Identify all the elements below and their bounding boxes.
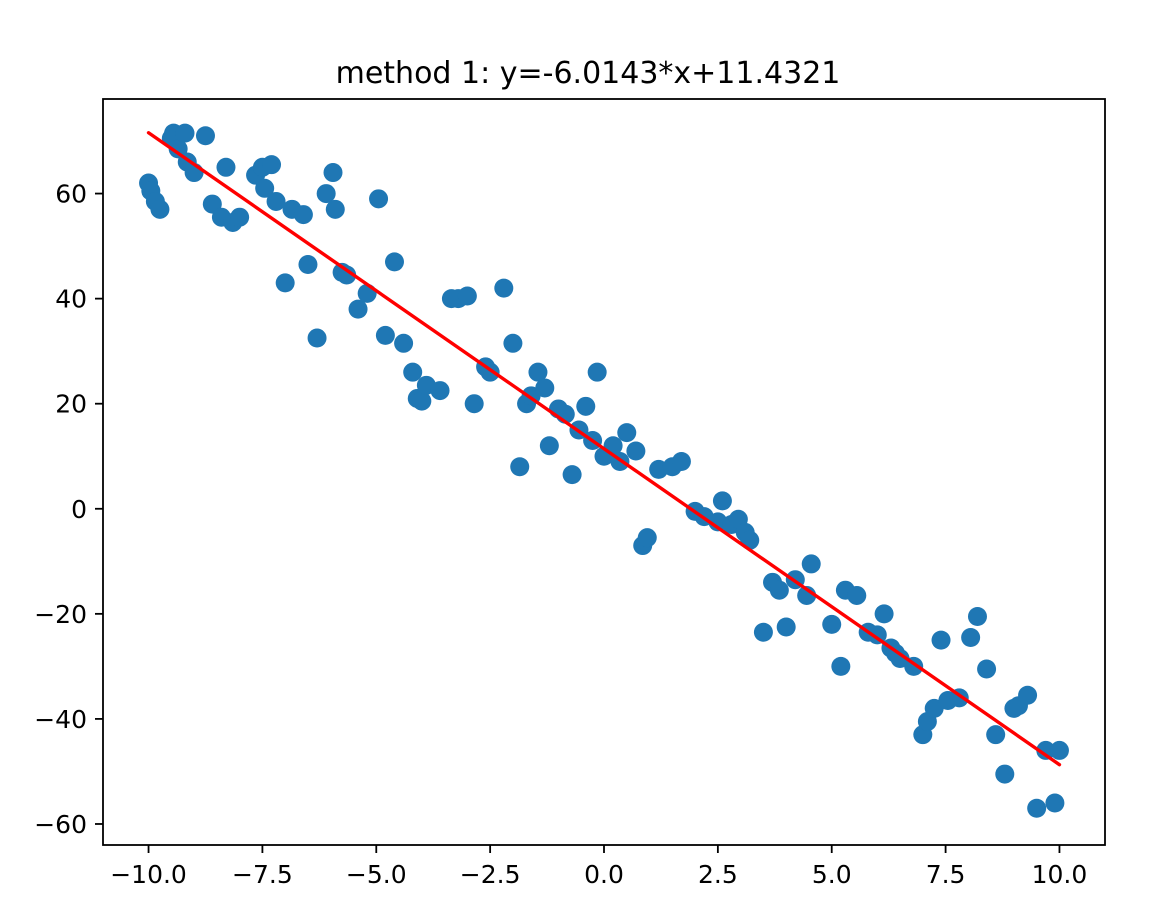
- scatter-point: [977, 659, 997, 679]
- scatter-point: [1045, 793, 1065, 813]
- y-tick-label: −60: [34, 810, 87, 839]
- x-tick-label: 10.0: [1032, 860, 1088, 889]
- x-tick-label: 7.5: [926, 860, 966, 889]
- scatter-point: [753, 622, 773, 642]
- scatter-point: [325, 199, 345, 219]
- scatter-point: [874, 604, 894, 624]
- scatter-point: [316, 184, 336, 204]
- scatter-point: [1027, 798, 1047, 818]
- scatter-point: [831, 656, 851, 676]
- x-tick-label: −5.0: [346, 860, 407, 889]
- scatter-point: [457, 286, 477, 306]
- y-tick-label: 0: [71, 495, 87, 524]
- scatter-point: [255, 178, 275, 198]
- scatter-point: [230, 207, 250, 227]
- scatter-point: [503, 333, 523, 353]
- scatter-point: [617, 423, 637, 443]
- scatter-point: [348, 299, 368, 319]
- scatter-point: [323, 163, 343, 183]
- scatter-point: [847, 585, 867, 605]
- scatter-point: [961, 627, 981, 647]
- scatter-point: [216, 157, 236, 177]
- scatter-point: [266, 191, 286, 211]
- scatter-point: [369, 189, 389, 209]
- scatter-point: [576, 396, 596, 416]
- chart-title: method 1: y=-6.0143*x+11.4321: [335, 56, 841, 91]
- scatter-point: [637, 528, 657, 548]
- y-tick-label: −40: [34, 705, 87, 734]
- y-tick-label: 60: [55, 180, 87, 209]
- scatter-point: [375, 325, 395, 345]
- scatter-point: [769, 580, 789, 600]
- scatter-point: [1018, 685, 1038, 705]
- scatter-point: [494, 278, 514, 298]
- scatter-point: [150, 199, 170, 219]
- scatter-point: [175, 123, 195, 143]
- scatter-point: [430, 381, 450, 401]
- x-tick-label: −2.5: [460, 860, 521, 889]
- scatter-point: [1036, 740, 1056, 760]
- x-tick-label: −10.0: [110, 860, 187, 889]
- scatter-point: [986, 725, 1006, 745]
- scatter-point: [1049, 740, 1069, 760]
- scatter-point: [776, 617, 796, 637]
- scatter-point: [357, 283, 377, 303]
- scatter-point: [384, 252, 404, 272]
- scatter-point: [412, 391, 432, 411]
- scatter-point: [712, 491, 732, 511]
- plot-frame: [102, 98, 1106, 846]
- y-tick-label: 20: [55, 390, 87, 419]
- scatter-point: [626, 441, 646, 461]
- scatter-point: [967, 606, 987, 626]
- scatter-point: [587, 362, 607, 382]
- scatter-point: [293, 205, 313, 225]
- scatter-point: [275, 273, 295, 293]
- scatter-point: [298, 254, 318, 274]
- scatter-point: [464, 394, 484, 414]
- x-tick-label: 2.5: [698, 860, 738, 889]
- scatter-point: [562, 465, 582, 485]
- scatter-point: [262, 155, 282, 175]
- y-tick-label: −20: [34, 600, 87, 629]
- scatter-point: [931, 630, 951, 650]
- x-tick-label: 0.0: [584, 860, 624, 889]
- x-tick-label: 5.0: [812, 860, 852, 889]
- scatter-point: [535, 378, 555, 398]
- scatter-point: [403, 362, 423, 382]
- scatter-point: [510, 457, 530, 477]
- scatter-point: [528, 362, 548, 382]
- scatter-point: [539, 436, 559, 456]
- scatter-point: [671, 451, 691, 471]
- scatter-point: [394, 333, 414, 353]
- scatter-point: [337, 265, 357, 285]
- y-tick-label: 40: [55, 285, 87, 314]
- scatter-point: [801, 554, 821, 574]
- scatter-point: [195, 126, 215, 146]
- scatter-point: [995, 764, 1015, 784]
- scatter-point: [307, 328, 327, 348]
- x-tick-label: −7.5: [232, 860, 293, 889]
- scatter-point: [822, 614, 842, 634]
- fit-line: [146, 131, 1062, 767]
